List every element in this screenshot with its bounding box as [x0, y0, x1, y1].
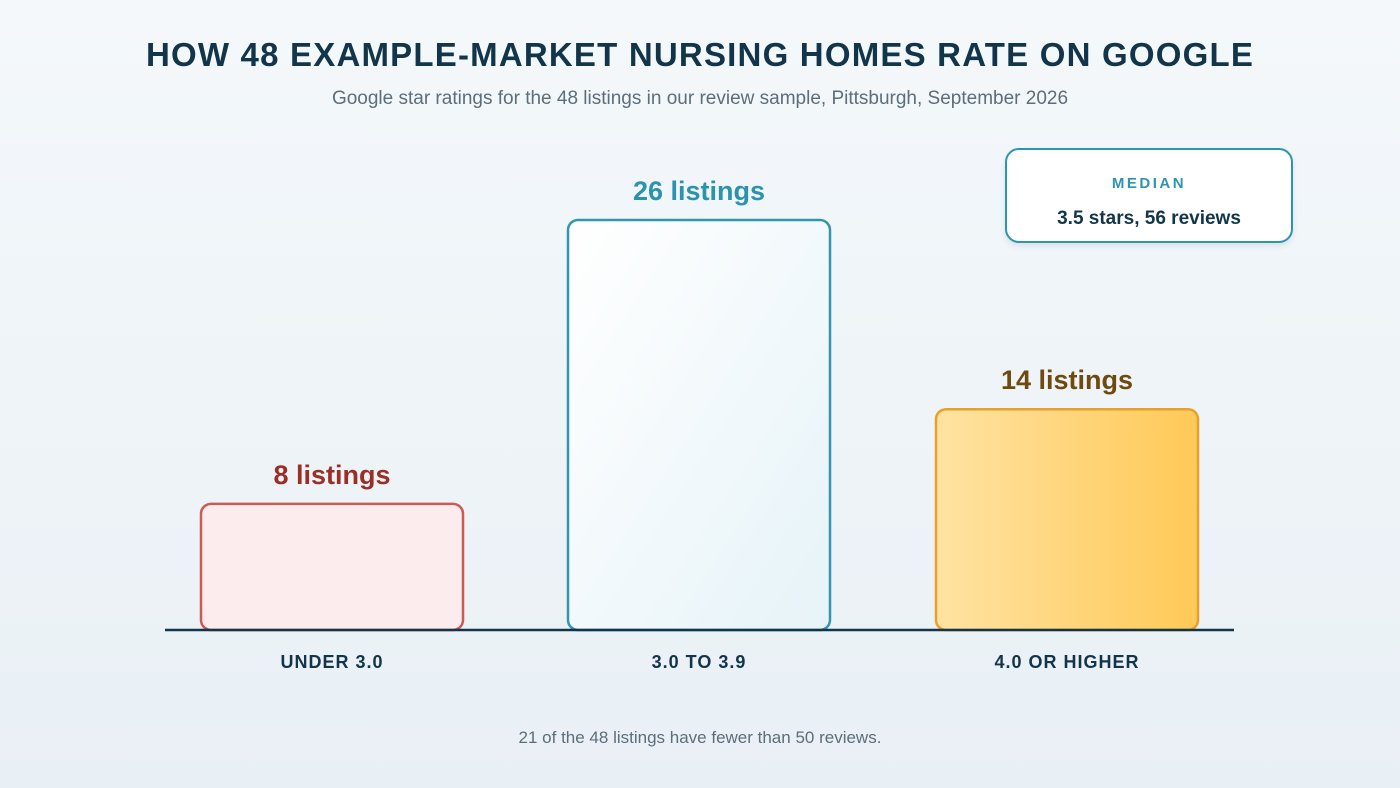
- median-label: MEDIAN: [1111, 175, 1187, 192]
- data-label-under-3: 8 listings: [273, 460, 390, 490]
- category-label-3-to-3-9: 3.0 TO 3.9: [652, 652, 747, 672]
- bar-under-3[interactable]: [199, 502, 465, 632]
- category-label-4-or-higher: 4.0 OR HIGHER: [994, 652, 1139, 672]
- footnote: 21 of the 48 listings have fewer than 50…: [518, 728, 882, 747]
- bar-3-to-3-9[interactable]: [566, 218, 832, 632]
- category-label-under-3: UNDER 3.0: [280, 652, 383, 672]
- bar-4-or-higher[interactable]: [934, 407, 1200, 632]
- median-callout: MEDIAN 3.5 stars, 56 reviews: [1005, 148, 1293, 243]
- chart-subtitle: Google star ratings for the 48 listings …: [331, 88, 1069, 109]
- data-label-3-to-3-9: 26 listings: [633, 176, 765, 206]
- data-label-4-or-higher: 14 listings: [1001, 365, 1133, 395]
- chart-title: HOW 48 EXAMPLE-MARKET NURSING HOMES RATE…: [145, 36, 1255, 73]
- median-value: 3.5 stars, 56 reviews: [1057, 208, 1241, 229]
